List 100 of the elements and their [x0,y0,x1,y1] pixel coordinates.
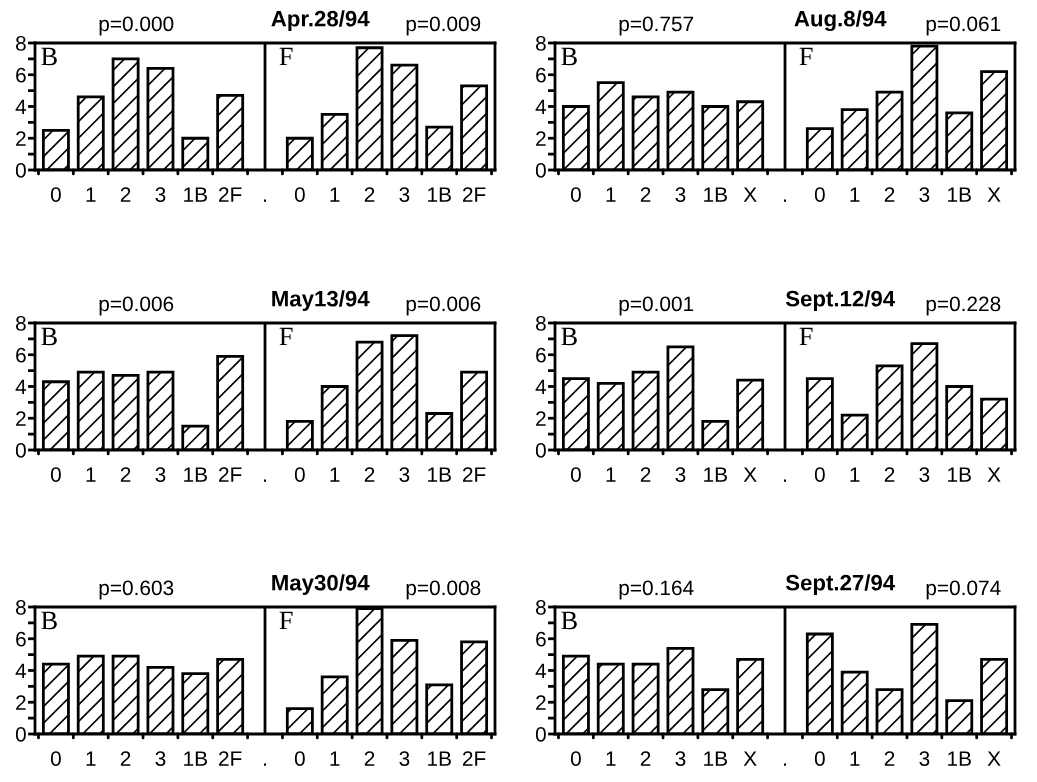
text: p=0.006 [99,296,174,316]
y-tick-label: 2 [536,131,546,146]
x-tick-label: 3 [399,467,410,482]
x-tick-label: 2 [120,751,131,766]
x-tick-label: 0 [294,751,305,766]
x-tick-label: 0 [570,751,581,766]
x-tick-label: X [987,187,1001,202]
x-tick-label: X [987,467,1001,482]
x-tick-label: . [784,763,786,766]
x-tick-label: . [264,763,266,766]
x-tick-label: 0 [814,467,825,482]
text: p=0.757 [619,16,694,36]
x-tick-label: 0 [570,467,581,482]
x-tick-label: X [743,467,757,482]
text: p=0.164 [619,580,694,600]
text: p=0.061 [926,16,1001,36]
chart-title: May30/94 [272,574,370,595]
x-tick-label: 1 [606,751,616,766]
annotation: F [279,611,293,630]
x-tick-label: 2 [120,187,131,202]
x-tick-label: 1 [86,187,96,202]
y-tick-label: 2 [536,695,546,710]
text: p=0.000 [99,16,174,36]
x-tick-label: 1 [330,467,340,482]
x-tick-label: 2 [884,467,895,482]
x-tick-label: 3 [675,751,686,766]
y-tick-label: 6 [16,631,26,647]
x-tick-label: . [264,199,266,202]
x-tick-label: 0 [50,751,61,766]
x-tick-label: 2F [219,751,242,766]
text: p=0.001 [619,296,694,316]
x-tick-label: 1B [704,467,727,482]
x-tick-label: . [264,479,266,482]
y-tick-label: 6 [16,347,26,363]
x-tick-label: 3 [919,467,930,482]
x-tick-label: 3 [155,751,166,766]
y-tick-label: 2 [16,411,26,426]
text: p=0.228 [926,296,1001,316]
y-tick-label: 4 [535,99,547,115]
y-tick-label: 0 [15,163,26,178]
y-tick-label: 0 [535,163,546,178]
x-tick-label: 1B [948,187,971,202]
x-tick-label: 3 [399,751,410,766]
y-tick-label: 6 [536,347,546,363]
y-tick-label: 2 [16,131,26,146]
y-tick-label: 4 [15,663,27,679]
y-tick-label: 4 [535,379,547,395]
y-tick-label: 6 [16,67,26,83]
x-tick-label: 1 [86,751,96,766]
x-tick-label: 2 [364,751,375,766]
x-tick-label: 2 [120,467,131,482]
x-tick-label: 2 [364,187,375,202]
x-tick-label: 1B [184,751,207,766]
x-tick-label: 3 [155,467,166,482]
y-tick-label: 2 [536,411,546,426]
y-tick-label: 8 [535,600,546,615]
x-tick-label: 1B [184,187,207,202]
x-tick-label: 1 [330,187,340,202]
y-tick-label: 6 [536,631,546,647]
annotation: F [799,327,813,346]
x-tick-label: 3 [675,187,686,202]
text: p=0.074 [926,580,1001,600]
chart-title: Sept.27/94 [785,574,896,595]
y-tick-label: 8 [15,36,26,51]
annotation: B [561,611,577,630]
x-tick-label: 1 [606,187,616,202]
annotation: F [799,47,813,66]
text: p=0.603 [99,580,174,600]
x-tick-label: 0 [570,187,581,202]
x-tick-label: 1B [428,187,451,202]
y-tick-label: 6 [536,67,546,83]
x-tick-label: 1B [428,751,451,766]
x-tick-label: X [987,751,1001,766]
annotation: F [279,47,293,66]
y-tick-label: 8 [535,316,546,331]
y-tick-label: 0 [15,727,26,742]
x-tick-label: 2 [640,187,651,202]
annotation: B [41,47,57,66]
x-tick-label: X [743,751,757,766]
x-tick-label: 0 [294,467,305,482]
text: p=0.009 [406,16,481,36]
y-tick-label: 8 [535,36,546,51]
text: p=0.008 [406,580,481,600]
chart-title: Apr.28/94 [271,10,370,31]
y-tick-label: 8 [15,316,26,331]
x-tick-label: 3 [399,187,410,202]
x-tick-label: 2 [364,467,375,482]
x-tick-label: 2 [884,187,895,202]
x-tick-label: 0 [814,751,825,766]
x-tick-label: X [743,187,757,202]
y-tick-label: 0 [535,443,546,458]
x-tick-label: 2F [462,187,486,202]
text: p=0.006 [406,296,481,316]
x-tick-label: 1B [704,187,727,202]
x-tick-label: 2 [640,751,651,766]
annotation: B [561,327,577,346]
y-tick-label: 0 [15,443,26,458]
x-tick-label: 3 [155,187,166,202]
x-tick-label: 0 [814,187,825,202]
x-tick-label: 1B [428,467,451,482]
